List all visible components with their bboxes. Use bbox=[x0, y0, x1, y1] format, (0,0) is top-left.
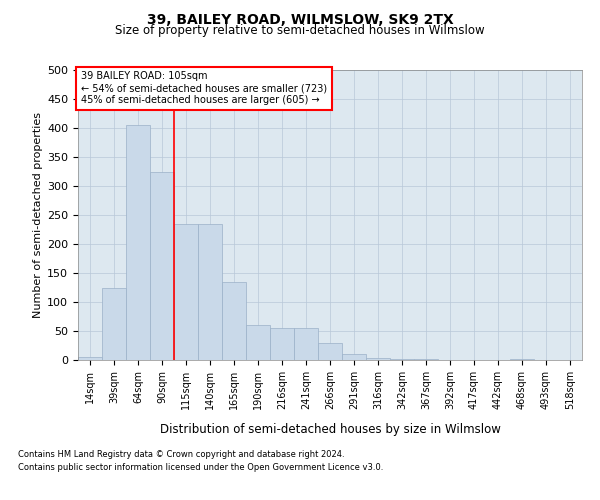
Bar bbox=[150, 172, 174, 360]
Text: Distribution of semi-detached houses by size in Wilmslow: Distribution of semi-detached houses by … bbox=[160, 422, 500, 436]
Bar bbox=[222, 282, 246, 360]
Bar bbox=[318, 342, 342, 360]
Y-axis label: Number of semi-detached properties: Number of semi-detached properties bbox=[33, 112, 43, 318]
Bar bbox=[126, 125, 150, 360]
Text: Contains public sector information licensed under the Open Government Licence v3: Contains public sector information licen… bbox=[18, 462, 383, 471]
Text: Size of property relative to semi-detached houses in Wilmslow: Size of property relative to semi-detach… bbox=[115, 24, 485, 37]
Bar bbox=[366, 358, 390, 360]
Bar bbox=[78, 357, 102, 360]
Text: Contains HM Land Registry data © Crown copyright and database right 2024.: Contains HM Land Registry data © Crown c… bbox=[18, 450, 344, 459]
Bar bbox=[294, 328, 318, 360]
Bar bbox=[246, 325, 270, 360]
Bar bbox=[198, 224, 222, 360]
Text: 39 BAILEY ROAD: 105sqm
← 54% of semi-detached houses are smaller (723)
45% of se: 39 BAILEY ROAD: 105sqm ← 54% of semi-det… bbox=[80, 72, 326, 104]
Bar bbox=[342, 354, 366, 360]
Bar bbox=[102, 288, 126, 360]
Bar bbox=[174, 224, 198, 360]
Bar bbox=[270, 328, 294, 360]
Text: 39, BAILEY ROAD, WILMSLOW, SK9 2TX: 39, BAILEY ROAD, WILMSLOW, SK9 2TX bbox=[146, 12, 454, 26]
